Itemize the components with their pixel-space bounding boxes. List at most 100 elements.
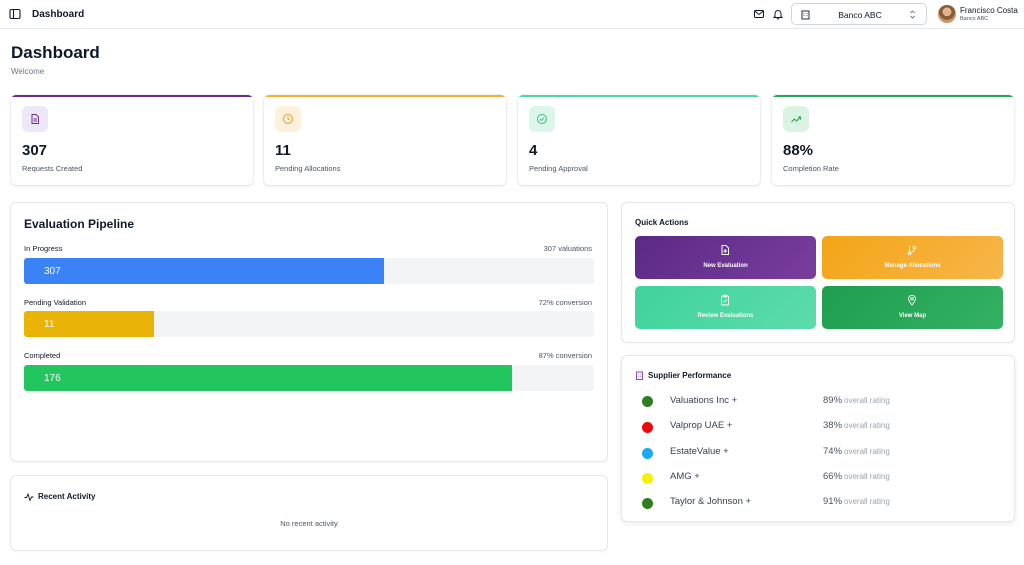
expand-plus-icon[interactable]: +: [745, 496, 752, 507]
rating-suffix: overall rating: [844, 421, 890, 430]
page-title: Dashboard: [11, 43, 100, 62]
supplier-rating: 38% overall rating: [823, 420, 890, 431]
stat-label: Pending Allocations: [275, 164, 341, 173]
building-icon: [636, 371, 643, 380]
clipboard-check-icon: [721, 294, 729, 306]
stage-label-completed: Completed: [24, 351, 61, 360]
supplier-name-text: Valprop UAE: [670, 420, 725, 431]
rating-percent: 89%: [823, 395, 843, 406]
expand-plus-icon[interactable]: +: [723, 446, 729, 457]
supplier-status-dot: [642, 498, 653, 509]
git-branch-icon: [907, 245, 917, 256]
file-plus-icon: [721, 245, 729, 255]
supplier-name-text: Valuations Inc: [670, 395, 729, 406]
stage-note-in-progress: 307 valuations: [543, 244, 592, 253]
activity-icon: [24, 492, 34, 502]
supplier-rating: 66% overall rating: [823, 471, 890, 482]
document-icon: [31, 114, 39, 124]
supplier-status-dot: [642, 396, 653, 407]
rating-percent: 74%: [823, 446, 843, 457]
icon-box: [275, 106, 301, 132]
stat-label: Pending Approval: [529, 164, 588, 173]
clock-icon: [283, 114, 293, 124]
bell-icon[interactable]: [772, 8, 784, 20]
supplier-name[interactable]: AMG +: [670, 471, 700, 482]
quick-actions-panel: Quick Actions New Evaluation Manage Allo…: [621, 202, 1015, 343]
supplier-name[interactable]: Valuations Inc +: [670, 395, 737, 406]
recent-activity-title: Recent Activity: [38, 492, 96, 501]
mail-icon[interactable]: [753, 8, 765, 20]
card-accent: [518, 95, 760, 97]
progress-value: 11: [44, 319, 55, 330]
rating-suffix: overall rating: [844, 472, 890, 481]
supplier-performance-title: Supplier Performance: [648, 371, 732, 380]
stage-label-in-progress: In Progress: [24, 244, 63, 253]
rating-suffix: overall rating: [844, 447, 890, 456]
button-label: New Evaluation: [703, 263, 748, 269]
trending-up-icon: [791, 116, 802, 123]
avatar[interactable]: [938, 5, 956, 23]
bank-selected-value: Banco ABC: [838, 10, 882, 20]
stat-label: Requests Created: [22, 164, 83, 173]
supplier-rating: 74% overall rating: [823, 446, 890, 457]
building-icon: [801, 10, 810, 20]
progress-fill-pending-validation: 11: [24, 311, 154, 337]
expand-plus-icon[interactable]: +: [731, 395, 738, 406]
stage-note-pending-validation: 72% conversion: [538, 298, 592, 307]
stat-value: 307: [22, 142, 48, 159]
map-pin-icon: [908, 294, 916, 306]
card-accent: [11, 95, 253, 97]
rating-suffix: overall rating: [844, 396, 890, 405]
rating-suffix: overall rating: [844, 497, 890, 506]
progress-value: 307: [44, 266, 61, 277]
supplier-performance-panel: Supplier Performance Valuations Inc + 89…: [621, 355, 1015, 522]
page-subtitle: Welcome: [11, 67, 45, 76]
evaluation-pipeline-panel: Evaluation Pipeline In Progress 307 valu…: [10, 202, 608, 462]
supplier-name[interactable]: Taylor & Johnson +: [670, 496, 751, 507]
supplier-rating: 91% overall rating: [823, 496, 890, 507]
review-evaluations-button[interactable]: Review Evaluations: [635, 286, 816, 329]
stat-label: Completion Rate: [783, 164, 839, 173]
stage-label-pending-validation: Pending Validation: [24, 298, 86, 307]
stage-note-completed: 87% conversion: [538, 351, 592, 360]
new-evaluation-button[interactable]: New Evaluation: [635, 236, 816, 279]
quick-actions-title: Quick Actions: [635, 218, 689, 227]
supplier-status-dot: [642, 422, 653, 433]
progress-value: 176: [44, 373, 61, 384]
stat-value: 11: [275, 142, 291, 159]
pipeline-title: Evaluation Pipeline: [24, 217, 135, 231]
icon-box: [529, 106, 555, 132]
rating-percent: 91%: [823, 496, 843, 507]
progress-fill-completed: 176: [24, 365, 512, 391]
card-accent: [264, 95, 506, 97]
progress-track-in-progress: 307: [24, 258, 594, 284]
stat-card-requests-created: 307 Requests Created: [11, 95, 253, 185]
sidebar-toggle-icon[interactable]: [9, 8, 21, 20]
breadcrumb: Dashboard: [32, 9, 85, 20]
icon-box: [783, 106, 809, 132]
supplier-status-dot: [642, 473, 653, 484]
view-map-button[interactable]: View Map: [822, 286, 1003, 329]
bank-selector[interactable]: Banco ABC: [791, 3, 927, 25]
supplier-name[interactable]: EstateValue +: [670, 446, 729, 457]
recent-activity-panel: Recent Activity No recent activity: [10, 475, 608, 551]
rating-percent: 38%: [823, 420, 843, 431]
supplier-name-text: AMG: [670, 471, 692, 482]
supplier-name-text: EstateValue: [670, 446, 721, 457]
top-bar: Dashboard Banco ABC Francisco Costa Banc…: [0, 0, 1024, 29]
stat-card-completion-rate: 88% Completion Rate: [772, 95, 1014, 185]
button-label: Review Evaluations: [697, 313, 754, 319]
icon-box: [22, 106, 48, 132]
user-organization: Banco ABC: [960, 16, 989, 22]
stat-value: 88%: [783, 142, 814, 159]
button-label: View Map: [898, 313, 927, 319]
supplier-rating: 89% overall rating: [823, 395, 890, 406]
progress-fill-in-progress: 307: [24, 258, 384, 284]
supplier-name[interactable]: Valprop UAE +: [670, 420, 732, 431]
progress-track-completed: 176: [24, 365, 594, 391]
expand-plus-icon[interactable]: +: [726, 420, 733, 431]
manage-allocations-button[interactable]: Manage Allocations: [822, 236, 1003, 279]
recent-activity-empty-message: No recent activity: [280, 519, 338, 528]
expand-plus-icon[interactable]: +: [694, 471, 700, 482]
check-circle-icon: [537, 114, 547, 124]
